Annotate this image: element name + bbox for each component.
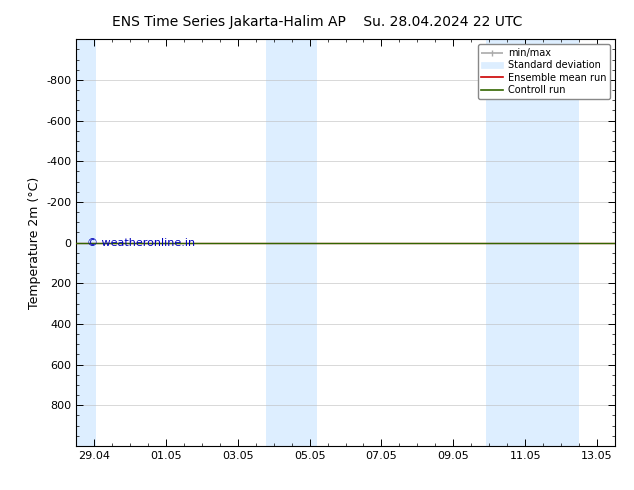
- Bar: [76, 39, 96, 446]
- Legend: min/max, Standard deviation, Ensemble mean run, Controll run: min/max, Standard deviation, Ensemble me…: [477, 44, 610, 99]
- Bar: [486, 39, 579, 446]
- Text: © weatheronline.in: © weatheronline.in: [87, 238, 195, 247]
- Bar: [266, 39, 317, 446]
- Text: ENS Time Series Jakarta-Halim AP    Su. 28.04.2024 22 UTC: ENS Time Series Jakarta-Halim AP Su. 28.…: [112, 15, 522, 29]
- Y-axis label: Temperature 2m (°C): Temperature 2m (°C): [27, 176, 41, 309]
